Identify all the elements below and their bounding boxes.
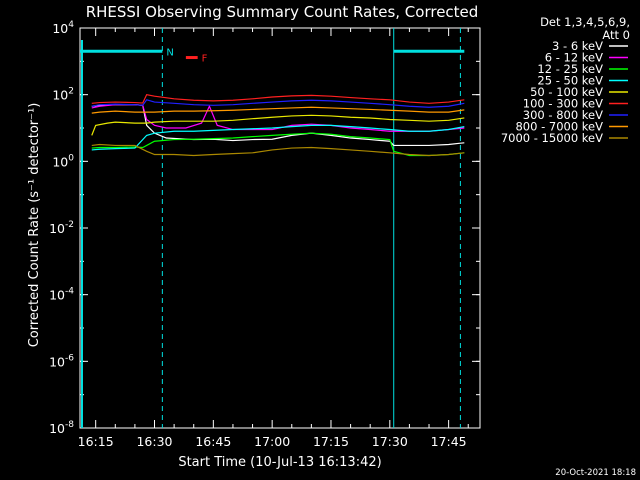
chart-title: RHESSI Observing Summary Count Rates, Co… <box>86 3 479 21</box>
footer-date: 20-Oct-2021 18:18 <box>555 468 636 478</box>
legend-label: 50 - 100 keV <box>530 85 603 99</box>
series-line <box>91 106 465 114</box>
legend-label: 25 - 50 keV <box>537 74 603 88</box>
series-line <box>91 143 465 157</box>
y-tick-label: 100 <box>52 153 74 169</box>
legend-label: 12 - 25 keV <box>537 62 603 76</box>
plot-area: 104 102 100 10-2 10-4 10-6 10-8 16:15 16:30 16:45… <box>49 20 628 449</box>
y-axis-label: Corrected Count Rate (s⁻¹ detector⁻¹) <box>27 103 42 348</box>
series-line <box>91 99 465 108</box>
y-tick-label: 104 <box>52 20 74 36</box>
flag-label: F <box>202 54 208 65</box>
y-tick-label: 10-6 <box>49 353 74 369</box>
x-axis-label: Start Time (10-Jul-13 16:13:42) <box>178 455 381 470</box>
x-tick-label: 16:45 <box>195 434 231 449</box>
x-tick-label: 17:45 <box>431 434 467 449</box>
y-tick-label: 10-2 <box>49 220 74 236</box>
legend-header-line-2: Att 0 <box>602 28 630 42</box>
x-tick-label: 17:15 <box>313 434 349 449</box>
y-tick-label: 102 <box>52 87 74 103</box>
series-line <box>91 132 465 157</box>
x-tick-label: 16:15 <box>78 434 114 449</box>
legend-label: 7000 - 15000 keV <box>501 131 603 145</box>
series-line <box>91 114 465 136</box>
x-tick-label: 17:30 <box>372 434 408 449</box>
x-tick-label: 16:30 <box>136 434 172 449</box>
legend-label: 300 - 800 keV <box>523 108 603 122</box>
flag-label: N <box>166 47 173 58</box>
y-tick-label: 10-8 <box>49 420 74 436</box>
series-line <box>91 93 465 104</box>
legend-label: 6 - 12 keV <box>545 51 603 65</box>
legend-label: 800 - 7000 keV <box>515 120 603 134</box>
legend-label: 100 - 300 keV <box>523 97 603 111</box>
y-tick-label: 10-4 <box>49 287 74 303</box>
x-tick-label: 17:00 <box>254 434 290 449</box>
legend-header-line-1: Det 1,3,4,5,6,9, <box>540 15 630 29</box>
legend-label: 3 - 6 keV <box>552 39 603 53</box>
series-line <box>91 124 465 151</box>
